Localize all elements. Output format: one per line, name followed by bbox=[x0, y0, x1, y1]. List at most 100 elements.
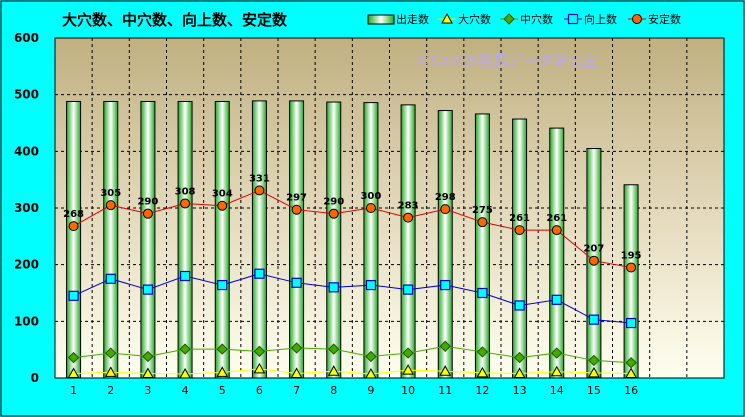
point-square-4 bbox=[179, 270, 191, 282]
x-tick-label: 6 bbox=[256, 384, 263, 397]
point-square-5 bbox=[217, 279, 228, 291]
bar-4 bbox=[177, 100, 193, 379]
data-label-8: 290 bbox=[323, 197, 344, 208]
point-diamond-1 bbox=[67, 351, 80, 364]
point-circle-12 bbox=[477, 217, 488, 228]
legend-label: 向上数 bbox=[584, 12, 617, 26]
x-tick-label: 4 bbox=[182, 384, 189, 397]
legend-item-triangle: 大穴数 bbox=[438, 12, 491, 26]
y-tick-label: 200 bbox=[14, 258, 39, 272]
bar-3 bbox=[140, 100, 156, 379]
point-triangle-12 bbox=[476, 366, 489, 378]
data-label-10: 283 bbox=[398, 201, 419, 212]
data-label-13: 261 bbox=[509, 213, 530, 224]
data-label-6: 331 bbox=[249, 173, 270, 184]
point-circle-14 bbox=[551, 225, 562, 236]
legend-marker-square bbox=[567, 13, 579, 25]
point-diamond-12 bbox=[476, 346, 489, 358]
x-tick-label: 8 bbox=[330, 384, 337, 397]
series-line-triangle bbox=[73, 368, 632, 375]
point-circle-15 bbox=[588, 255, 599, 266]
legend-marker-diamond bbox=[503, 13, 515, 25]
point-square-9 bbox=[365, 279, 377, 291]
bar-12 bbox=[474, 113, 490, 379]
bar-2 bbox=[103, 100, 119, 379]
point-diamond-3 bbox=[142, 350, 154, 363]
point-square-8 bbox=[328, 282, 339, 293]
point-square-12 bbox=[477, 287, 488, 299]
data-label-15: 207 bbox=[583, 244, 604, 255]
point-triangle-11 bbox=[439, 365, 452, 376]
point-circle-5 bbox=[217, 200, 228, 211]
point-triangle-6 bbox=[253, 362, 266, 374]
point-diamond-8 bbox=[328, 343, 340, 355]
line-series bbox=[67, 185, 637, 379]
point-triangle-3 bbox=[142, 367, 154, 378]
x-tick-label: 1 bbox=[70, 384, 77, 397]
series-line-square bbox=[73, 273, 632, 324]
point-circle-9 bbox=[365, 203, 376, 213]
x-axis-ticks: 1 2 3 4 5 6 7 8 9 10 11 12 13 14 15 16 bbox=[70, 384, 638, 397]
legend-swatch-bar bbox=[367, 14, 395, 25]
point-diamond-2 bbox=[105, 347, 117, 359]
data-label-11: 298 bbox=[435, 192, 456, 203]
chart-title: 大穴数、中穴数、向上数、安定数 bbox=[62, 11, 288, 29]
point-circle-11 bbox=[440, 204, 451, 215]
x-tick-label: 9 bbox=[367, 384, 374, 397]
point-triangle-14 bbox=[550, 365, 563, 377]
point-triangle-5 bbox=[216, 366, 229, 377]
data-label-1: 268 bbox=[63, 209, 84, 220]
data-label-14: 261 bbox=[546, 213, 567, 224]
point-diamond-16 bbox=[625, 356, 637, 369]
data-label-16: 195 bbox=[621, 251, 642, 262]
legend: 出走数 大穴数 中穴数 向上数 安定数 bbox=[367, 12, 681, 26]
bar-5 bbox=[214, 100, 230, 379]
point-square-1 bbox=[68, 290, 79, 301]
series-line-circle bbox=[73, 189, 632, 268]
x-tick-label: 3 bbox=[144, 384, 151, 397]
y-tick-label: 0 bbox=[31, 371, 39, 385]
data-label-4: 308 bbox=[175, 186, 196, 197]
x-tick-label: 16 bbox=[624, 384, 638, 397]
point-circle-16 bbox=[626, 262, 637, 273]
point-triangle-13 bbox=[513, 367, 526, 378]
bar-13 bbox=[512, 118, 528, 379]
x-tick-label: 14 bbox=[550, 384, 564, 397]
point-circle-10 bbox=[403, 212, 414, 223]
point-square-13 bbox=[514, 300, 525, 311]
watermark-text: ©Caniの競馬データ研究室 bbox=[415, 52, 598, 70]
point-triangle-1 bbox=[67, 367, 80, 378]
point-circle-3 bbox=[142, 208, 153, 219]
point-diamond-13 bbox=[513, 351, 526, 364]
point-diamond-9 bbox=[365, 350, 377, 363]
bar-8 bbox=[326, 101, 342, 379]
x-tick-label: 15 bbox=[587, 384, 601, 397]
bar-9 bbox=[363, 102, 379, 379]
point-circle-1 bbox=[68, 221, 79, 232]
point-square-10 bbox=[402, 284, 414, 295]
point-square-3 bbox=[142, 284, 154, 295]
point-circle-13 bbox=[514, 225, 525, 236]
bar-11 bbox=[437, 110, 453, 379]
point-circle-4 bbox=[180, 198, 191, 209]
legend-item-square: 向上数 bbox=[564, 12, 617, 26]
legend-label: 安定数 bbox=[648, 12, 681, 26]
data-labels: 268 305 290 308 304 331 297 290 300 283 298 275 261 2… bbox=[63, 173, 641, 261]
point-circle-6 bbox=[254, 185, 265, 196]
x-tick-label: 5 bbox=[219, 384, 226, 397]
legend-item-diamond: 中穴数 bbox=[500, 12, 553, 26]
legend-item-circle: 安定数 bbox=[628, 12, 681, 26]
point-diamond-6 bbox=[253, 345, 266, 358]
point-circle-2 bbox=[105, 200, 116, 211]
x-tick-label: 2 bbox=[107, 384, 114, 397]
y-tick-label: 400 bbox=[14, 144, 39, 158]
point-diamond-7 bbox=[290, 342, 303, 354]
point-square-6 bbox=[254, 268, 265, 279]
point-diamond-14 bbox=[551, 347, 563, 359]
point-square-7 bbox=[291, 277, 302, 288]
point-diamond-4 bbox=[179, 343, 191, 355]
bar-16 bbox=[623, 184, 639, 379]
data-label-12: 275 bbox=[472, 205, 493, 216]
